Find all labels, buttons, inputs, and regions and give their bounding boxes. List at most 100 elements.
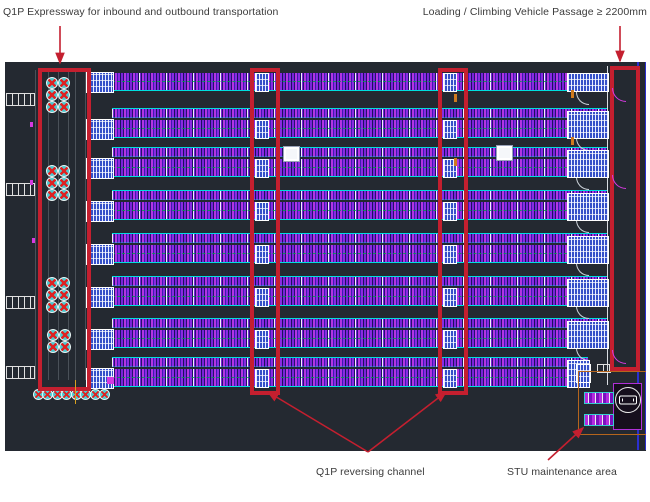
roller-symbol	[58, 77, 70, 89]
roller-symbol	[58, 165, 70, 177]
stu-rack-bar	[584, 392, 614, 404]
dock-table	[6, 183, 35, 196]
rack-end-right	[567, 73, 609, 92]
rack-row	[112, 369, 588, 387]
roller-symbol	[46, 301, 58, 313]
dock-table	[6, 93, 35, 106]
rack-row-thin	[112, 147, 607, 157]
door-arc	[576, 177, 589, 190]
channel-rack-hatch	[255, 245, 269, 264]
roller-symbol	[46, 89, 58, 101]
annotation-expressway-label: Q1P Expressway for inbound and outbound …	[3, 6, 279, 18]
stu-maintenance-area	[578, 371, 646, 435]
roller-symbol	[47, 329, 59, 341]
rack-row-thin	[112, 357, 588, 367]
roller-symbol	[58, 289, 70, 301]
channel-rack-hatch	[255, 73, 269, 92]
roller-symbol	[59, 329, 71, 341]
rack-end-left	[86, 119, 114, 140]
orange-tick	[571, 137, 574, 145]
rack-end-right	[567, 236, 609, 264]
channel-rack-hatch	[443, 73, 457, 92]
cad-canvas	[5, 62, 646, 451]
roller-symbol	[46, 177, 58, 189]
rack-end-left	[86, 72, 114, 93]
rack-end-right	[567, 321, 609, 349]
lift-block	[496, 145, 513, 161]
grid-line	[85, 70, 86, 380]
rack-row-thin	[112, 108, 607, 118]
roller-symbol	[58, 189, 70, 201]
dock-table	[6, 296, 35, 309]
channel-rack-hatch	[443, 120, 457, 139]
roller-symbol	[46, 289, 58, 301]
grid-line	[75, 70, 76, 380]
roller-symbol	[46, 189, 58, 201]
magenta-dot	[30, 122, 33, 127]
rack-end-left	[86, 244, 114, 265]
annotation-loading-passage-label: Loading / Climbing Vehicle Passage ≥ 220…	[422, 6, 647, 18]
channel-rack-hatch	[255, 159, 269, 178]
roller-symbol	[58, 89, 70, 101]
grid-line	[58, 70, 59, 380]
roller-symbol	[46, 165, 58, 177]
channel-rack-hatch	[255, 120, 269, 139]
grid-line	[48, 70, 49, 380]
magenta-dot	[32, 238, 35, 243]
channel-rack-hatch	[255, 202, 269, 221]
wheel-symbol	[99, 389, 110, 400]
roller-symbol	[58, 177, 70, 189]
channel-rack-hatch	[443, 330, 457, 349]
door-arc	[576, 92, 589, 105]
channel-rack-hatch	[443, 369, 457, 388]
channel-rack-hatch	[443, 245, 457, 264]
roller-symbol	[46, 277, 58, 289]
annotation-reversing-channel-label: Q1P reversing channel	[316, 466, 425, 478]
rack-row	[112, 120, 607, 138]
orange-tick	[454, 158, 457, 166]
rack-row	[112, 330, 607, 348]
rack-row-thin	[112, 318, 607, 328]
annotation-box-expressway	[38, 68, 91, 391]
door-arc	[576, 263, 589, 276]
border-line	[645, 62, 646, 450]
channel-rack-hatch	[443, 159, 457, 178]
channel-rack-hatch	[255, 330, 269, 349]
grid-line	[68, 70, 69, 380]
wall-line	[607, 66, 608, 385]
roller-symbol	[58, 101, 70, 113]
stu-rack-bar	[584, 414, 614, 426]
channel-rack-hatch	[255, 369, 269, 388]
lift-block	[283, 146, 300, 162]
roller-symbol	[47, 341, 59, 353]
rack-row	[112, 288, 607, 306]
rack-row-thin	[112, 190, 607, 200]
rack-row	[112, 73, 607, 91]
magenta-marker	[107, 377, 114, 384]
rack-end-right	[567, 111, 609, 139]
rack-end-right	[567, 279, 609, 307]
rack-row-thin	[112, 233, 607, 243]
rack-end-left	[86, 287, 114, 308]
roller-symbol	[58, 277, 70, 289]
stu-rack-hatch	[576, 364, 591, 383]
rack-row	[112, 202, 607, 220]
orange-guide-line	[75, 380, 76, 404]
grid-line	[35, 70, 36, 380]
orange-tick	[454, 94, 457, 102]
roller-symbol	[59, 341, 71, 353]
magenta-dot	[30, 180, 33, 185]
dock-table	[6, 366, 35, 379]
annotation-box-reversing-channel-1	[250, 68, 280, 395]
annotation-stu-label: STU maintenance area	[507, 466, 617, 478]
rack-end-left	[86, 329, 114, 350]
rack-row	[112, 159, 607, 177]
rack-end-right	[567, 150, 609, 178]
annotation-box-loading-passage	[610, 66, 640, 371]
door-arc	[576, 220, 589, 233]
channel-rack-hatch	[443, 288, 457, 307]
rack-end-left	[86, 158, 114, 179]
annotation-box-reversing-channel-2	[438, 68, 468, 395]
rack-end-right	[567, 193, 609, 221]
